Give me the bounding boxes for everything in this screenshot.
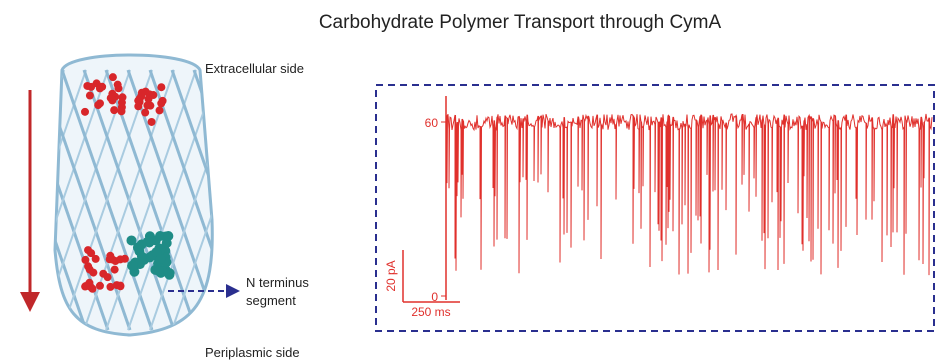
- residue: [85, 91, 94, 100]
- residue: [134, 102, 143, 111]
- periplasmic-label: Periplasmic side: [205, 345, 300, 360]
- residue: [110, 106, 119, 115]
- residue: [116, 255, 125, 264]
- strand: [238, 70, 328, 330]
- residue: [81, 107, 90, 116]
- extracellular-label: Extracellular side: [205, 61, 304, 76]
- strand: [55, 69, 66, 331]
- strand: [282, 70, 372, 330]
- residue: [136, 239, 147, 250]
- residue: [91, 254, 100, 263]
- strand: [127, 69, 213, 331]
- strand: [55, 69, 109, 331]
- residue: [128, 260, 139, 271]
- residue: [147, 117, 156, 126]
- residue: [155, 231, 166, 242]
- residue: [110, 265, 119, 274]
- residue: [157, 83, 166, 92]
- residue: [95, 99, 104, 108]
- residue: [88, 284, 97, 293]
- figure-title: Carbohydrate Polymer Transport through C…: [319, 12, 722, 33]
- residue: [163, 231, 174, 242]
- direction-arrow: [20, 90, 40, 312]
- residue: [81, 282, 90, 291]
- strand: [282, 70, 372, 330]
- pointer-arrow: [168, 284, 240, 298]
- residue: [114, 84, 123, 93]
- current-trace: [446, 113, 933, 276]
- y-tick-label: 0: [431, 290, 438, 304]
- residue: [98, 82, 107, 91]
- strand: [61, 69, 153, 331]
- residue: [89, 268, 98, 277]
- residue: [144, 95, 153, 104]
- residue: [106, 282, 115, 291]
- scale-current: 20 pA: [384, 260, 398, 291]
- residue: [134, 96, 143, 105]
- y-tick-label: 60: [425, 116, 439, 130]
- residue: [155, 254, 166, 265]
- scale-bar: [402, 250, 460, 303]
- strand: [55, 69, 65, 331]
- strand: [0, 70, 20, 330]
- strand: [260, 70, 350, 330]
- strand: [260, 70, 350, 330]
- trace-panel: [375, 84, 935, 332]
- residue: [95, 281, 104, 290]
- strand: [238, 70, 328, 330]
- strand: [149, 69, 213, 331]
- residue: [108, 255, 117, 264]
- strand: [55, 69, 87, 331]
- residue: [153, 265, 164, 276]
- residue: [146, 101, 155, 110]
- residue: [126, 235, 137, 246]
- residue: [116, 282, 125, 291]
- residue: [81, 255, 90, 264]
- residue: [103, 273, 112, 282]
- residue: [106, 94, 115, 103]
- strand: [55, 69, 88, 331]
- protein-barrel: [0, 53, 372, 337]
- strand: [0, 70, 42, 330]
- strand: [0, 70, 20, 330]
- residue: [84, 246, 93, 255]
- residue: [155, 106, 164, 115]
- scale-time: 250 ms: [411, 305, 450, 319]
- residue: [141, 108, 150, 117]
- residue: [158, 96, 167, 105]
- n-terminus-label: segment: [246, 293, 296, 308]
- residue: [118, 93, 127, 102]
- residue: [117, 107, 126, 116]
- residue: [83, 81, 92, 90]
- n-terminus-label: N terminus: [246, 275, 309, 290]
- strand: [171, 69, 213, 331]
- strand: [0, 70, 42, 330]
- residue: [108, 73, 117, 82]
- strand: [170, 69, 213, 331]
